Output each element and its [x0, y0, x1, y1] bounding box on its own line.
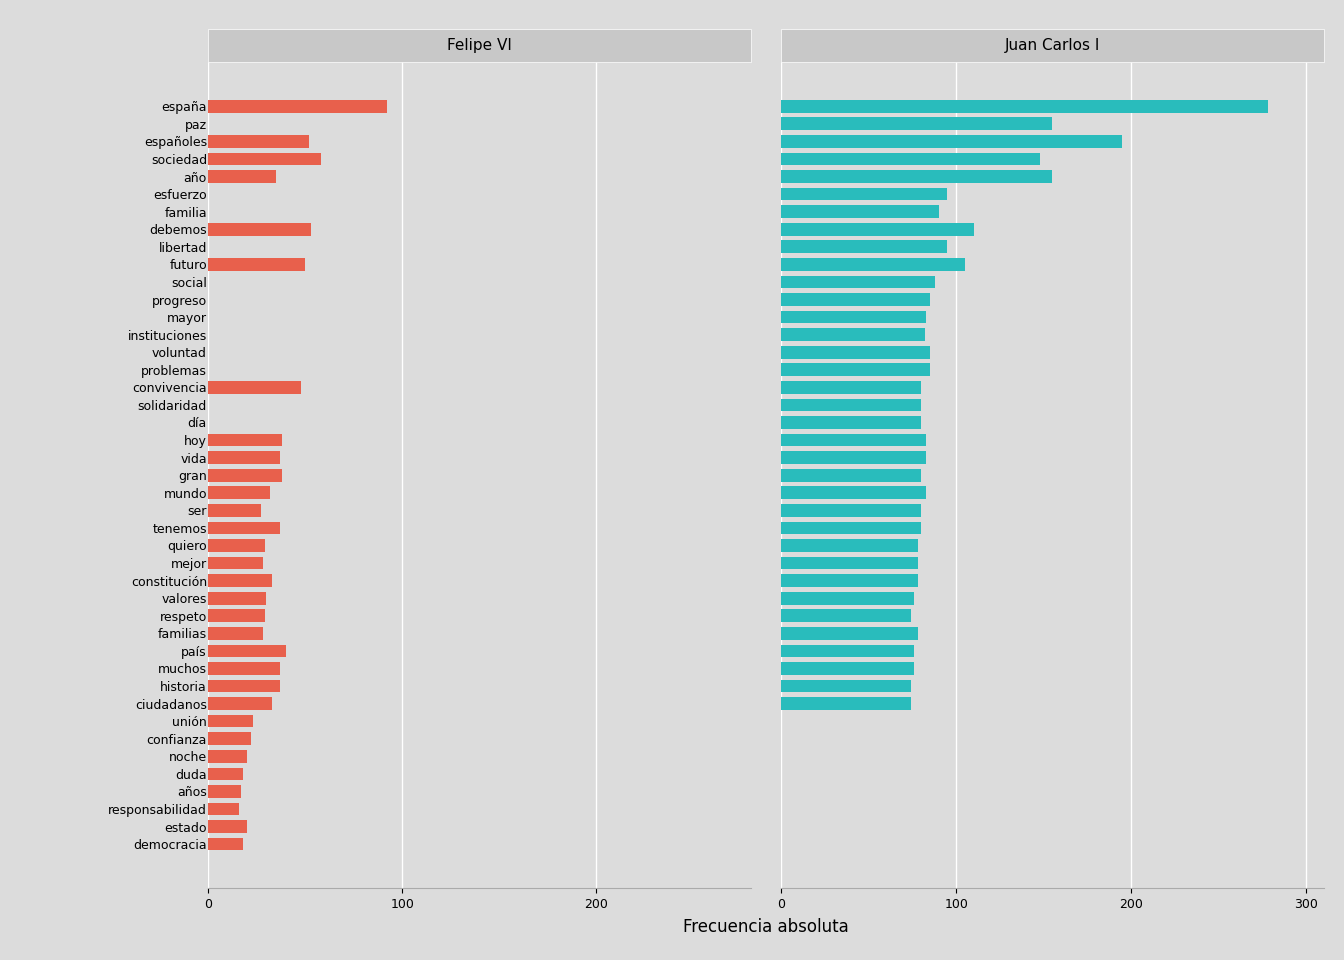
Bar	[208, 100, 387, 112]
Bar	[208, 258, 305, 271]
Bar	[208, 592, 266, 605]
Bar	[208, 838, 243, 851]
Bar	[781, 487, 926, 499]
Bar	[208, 785, 242, 798]
Bar	[208, 715, 253, 728]
Bar	[781, 644, 914, 658]
Bar	[781, 117, 1052, 131]
Bar	[208, 574, 273, 587]
Bar	[781, 468, 921, 482]
Bar	[208, 697, 273, 710]
Bar	[208, 223, 310, 235]
Bar	[781, 592, 914, 605]
Bar	[781, 100, 1267, 112]
Bar	[208, 803, 239, 815]
Bar	[208, 540, 265, 552]
Bar	[208, 750, 247, 762]
Bar	[208, 381, 301, 394]
Bar	[208, 820, 247, 833]
Bar	[208, 504, 261, 516]
Text: Felipe VI: Felipe VI	[448, 38, 512, 53]
Bar	[781, 346, 930, 358]
Bar	[208, 662, 280, 675]
Bar	[208, 451, 280, 464]
Bar	[208, 468, 282, 482]
Bar	[208, 644, 286, 658]
Bar	[781, 223, 973, 235]
Bar	[781, 417, 921, 429]
Bar	[208, 627, 262, 639]
Bar	[781, 521, 921, 534]
Bar	[781, 311, 926, 324]
Bar	[781, 381, 921, 394]
Bar	[208, 487, 270, 499]
Bar	[208, 135, 309, 148]
Bar	[781, 205, 938, 218]
Bar	[781, 434, 926, 446]
Bar	[208, 434, 282, 446]
Bar	[781, 398, 921, 411]
Bar	[208, 557, 262, 569]
Bar	[781, 240, 948, 253]
Text: Frecuencia absoluta: Frecuencia absoluta	[683, 918, 849, 936]
Bar	[781, 170, 1052, 182]
Bar	[781, 662, 914, 675]
Bar	[208, 170, 276, 182]
Bar	[781, 697, 911, 710]
Bar	[208, 768, 243, 780]
Text: Juan Carlos I: Juan Carlos I	[1005, 38, 1101, 53]
Bar	[781, 627, 918, 639]
Bar	[781, 276, 935, 288]
Bar	[781, 258, 965, 271]
Bar	[208, 732, 251, 745]
Bar	[781, 135, 1122, 148]
Bar	[781, 540, 918, 552]
Bar	[781, 610, 911, 622]
Bar	[781, 328, 925, 341]
Bar	[781, 153, 1040, 165]
Bar	[208, 153, 321, 165]
Bar	[781, 557, 918, 569]
Bar	[781, 364, 930, 376]
Bar	[781, 574, 918, 587]
Bar	[781, 451, 926, 464]
Bar	[781, 188, 948, 201]
Bar	[781, 504, 921, 516]
Bar	[208, 680, 280, 692]
Bar	[208, 610, 265, 622]
Bar	[781, 293, 930, 306]
Bar	[208, 521, 280, 534]
Bar	[781, 680, 911, 692]
